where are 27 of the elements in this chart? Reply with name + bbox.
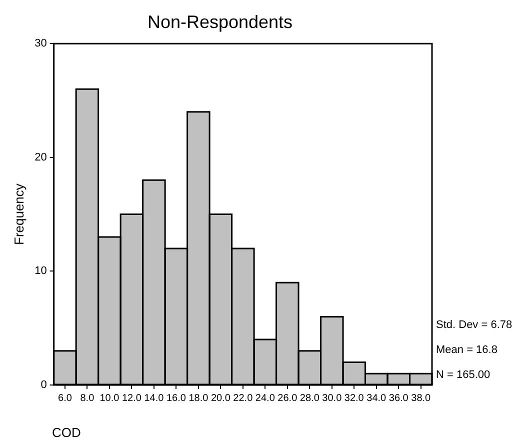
x-tick-label: 24.0 bbox=[255, 392, 276, 404]
text: Std. Dev = 6.78 bbox=[436, 319, 512, 332]
x-tick-label: 10.0 bbox=[100, 392, 120, 404]
y-tick-label: 20 bbox=[34, 151, 47, 164]
x-tick-label: 28.0 bbox=[300, 392, 320, 404]
x-tick-label: 34.0 bbox=[366, 392, 387, 404]
x-tick-label: 38.0 bbox=[411, 392, 432, 404]
chart-title: Non-Respondents bbox=[147, 12, 293, 32]
x-tick-label: 32.0 bbox=[344, 392, 364, 404]
x-tick-label: 16.0 bbox=[166, 392, 186, 404]
text: N = 165.00 bbox=[436, 369, 490, 382]
x-tick-label: 18.0 bbox=[188, 392, 209, 404]
x-tick-label: 22.0 bbox=[233, 392, 254, 404]
y-axis-title: Frequency bbox=[11, 183, 26, 246]
x-tick-label: 14.0 bbox=[144, 392, 164, 404]
x-tick-label: 26.0 bbox=[278, 392, 298, 404]
x-axis-title: COD bbox=[52, 425, 81, 440]
x-tick-label: 12.0 bbox=[122, 392, 142, 404]
y-tick-label: 30 bbox=[34, 38, 47, 50]
x-tick-label: 8.0 bbox=[80, 392, 95, 404]
x-tick-label: 6.0 bbox=[58, 392, 72, 404]
text: Mean = 16.8 bbox=[436, 344, 498, 356]
y-tick-label: 0 bbox=[40, 379, 47, 392]
x-tick-label: 20.0 bbox=[210, 392, 231, 404]
x-tick-label: 30.0 bbox=[322, 392, 342, 404]
x-tick-label: 36.0 bbox=[388, 392, 409, 404]
y-tick-label: 10 bbox=[34, 265, 47, 278]
